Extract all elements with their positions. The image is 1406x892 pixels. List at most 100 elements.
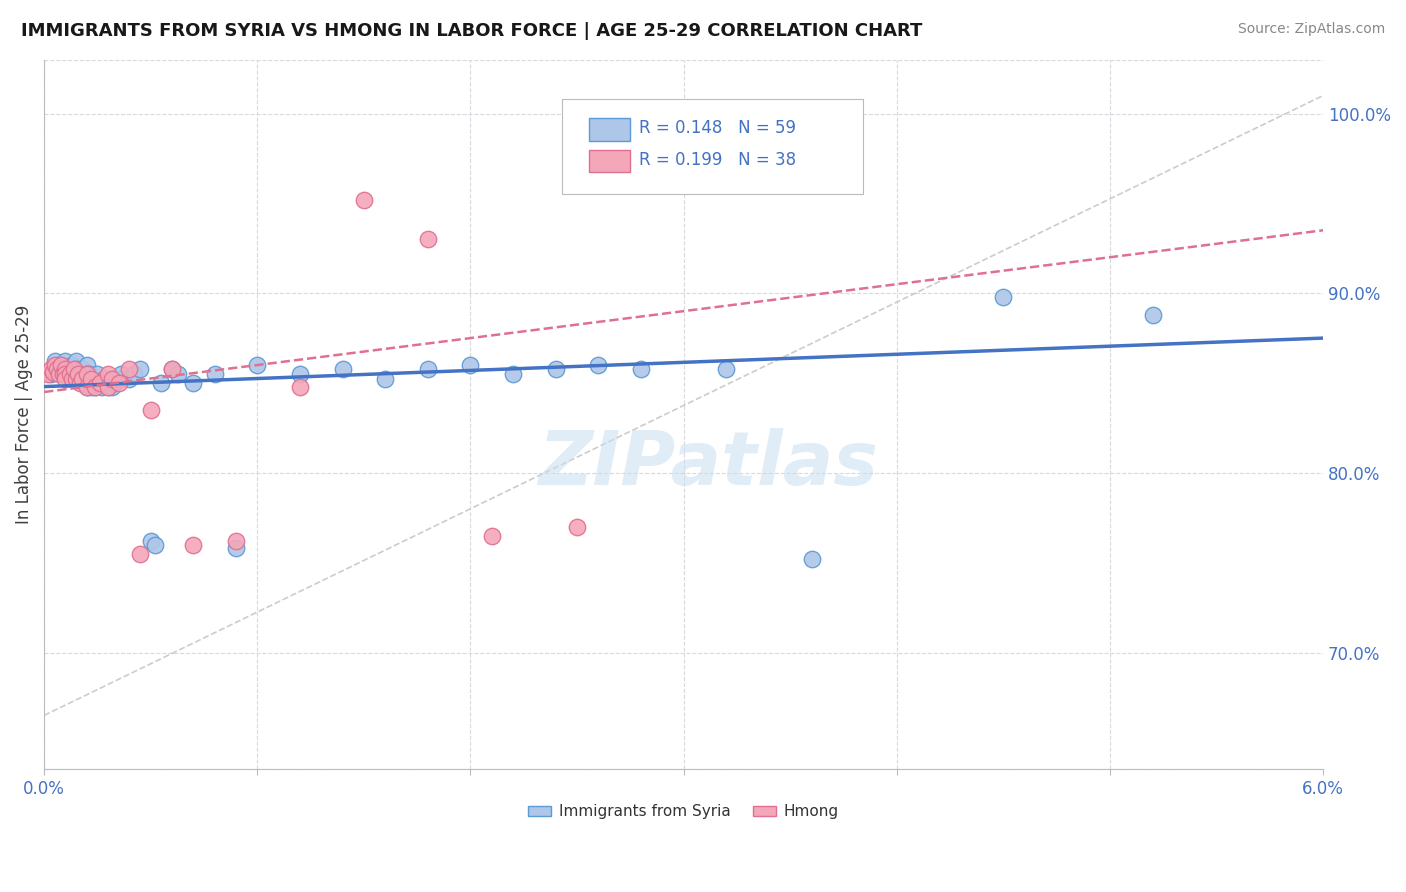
Point — [65, 372, 87, 386]
Point — [89, 376, 111, 390]
Point — [204, 367, 226, 381]
Point — [118, 361, 141, 376]
Point — [107, 372, 129, 386]
Point — [41, 365, 63, 379]
Point — [39, 361, 62, 376]
Point — [167, 367, 190, 381]
Point — [225, 534, 247, 549]
Point — [55, 367, 77, 381]
Point — [374, 372, 396, 386]
Point — [44, 354, 66, 368]
Point — [84, 379, 107, 393]
Point — [77, 367, 100, 381]
Point — [588, 358, 610, 372]
Point — [63, 367, 86, 381]
Text: Source: ZipAtlas.com: Source: ZipAtlas.com — [1237, 22, 1385, 37]
Point — [55, 372, 77, 386]
Point — [630, 361, 652, 376]
Point — [143, 538, 166, 552]
Text: R = 0.199   N = 38: R = 0.199 N = 38 — [638, 152, 796, 169]
Point — [76, 367, 98, 381]
Point — [59, 361, 82, 376]
Point — [65, 354, 87, 368]
Y-axis label: In Labor Force | Age 25-29: In Labor Force | Age 25-29 — [15, 305, 32, 524]
Point — [129, 547, 152, 561]
Point — [93, 372, 115, 386]
Point — [55, 367, 77, 381]
Point — [76, 379, 98, 393]
Point — [52, 367, 75, 381]
Point — [97, 379, 120, 393]
Point — [63, 361, 86, 376]
Point — [67, 367, 90, 381]
Point — [716, 361, 738, 376]
Point — [55, 361, 77, 376]
Point — [44, 358, 66, 372]
Point — [139, 534, 162, 549]
Point — [80, 372, 103, 386]
Point — [544, 361, 567, 376]
Point — [97, 376, 120, 390]
Point — [118, 372, 141, 386]
Point — [502, 367, 524, 381]
Point — [110, 367, 132, 381]
Point — [353, 193, 375, 207]
Point — [60, 372, 83, 386]
Point — [97, 379, 120, 393]
Point — [122, 367, 145, 381]
FancyBboxPatch shape — [589, 150, 630, 172]
Point — [332, 361, 354, 376]
Point — [45, 361, 67, 376]
Point — [481, 529, 503, 543]
Point — [101, 379, 124, 393]
Point — [72, 372, 94, 386]
Point — [460, 358, 482, 372]
Point — [45, 361, 67, 376]
Point — [288, 379, 311, 393]
Point — [416, 232, 439, 246]
Point — [69, 376, 91, 390]
Point — [97, 367, 120, 381]
Point — [65, 361, 87, 376]
Legend: Immigrants from Syria, Hmong: Immigrants from Syria, Hmong — [522, 798, 845, 825]
Text: IMMIGRANTS FROM SYRIA VS HMONG IN LABOR FORCE | AGE 25-29 CORRELATION CHART: IMMIGRANTS FROM SYRIA VS HMONG IN LABOR … — [21, 22, 922, 40]
Point — [129, 361, 152, 376]
Point — [160, 361, 183, 376]
Point — [183, 376, 205, 390]
FancyBboxPatch shape — [562, 99, 863, 194]
Point — [76, 379, 98, 393]
Point — [80, 379, 103, 393]
Point — [55, 354, 77, 368]
Point — [60, 358, 83, 372]
Point — [69, 372, 91, 386]
Point — [800, 552, 823, 566]
Point — [76, 367, 98, 381]
Point — [90, 379, 112, 393]
Point — [76, 358, 98, 372]
Point — [150, 376, 173, 390]
FancyBboxPatch shape — [589, 118, 630, 141]
Point — [101, 372, 124, 386]
Point — [139, 403, 162, 417]
Point — [993, 290, 1015, 304]
Point — [39, 367, 62, 381]
Point — [59, 367, 82, 381]
Point — [160, 361, 183, 376]
Point — [51, 358, 73, 372]
Point — [82, 372, 104, 386]
Point — [67, 367, 90, 381]
Point — [72, 361, 94, 376]
Text: R = 0.148   N = 59: R = 0.148 N = 59 — [638, 120, 796, 137]
Point — [48, 367, 70, 381]
Point — [1142, 308, 1164, 322]
Point — [246, 358, 269, 372]
Point — [225, 541, 247, 556]
Point — [73, 372, 96, 386]
Point — [37, 367, 59, 381]
Point — [107, 376, 129, 390]
Point — [416, 361, 439, 376]
Text: ZIPatlas: ZIPatlas — [540, 427, 879, 500]
Point — [86, 367, 108, 381]
Point — [80, 372, 103, 386]
Point — [89, 376, 111, 390]
